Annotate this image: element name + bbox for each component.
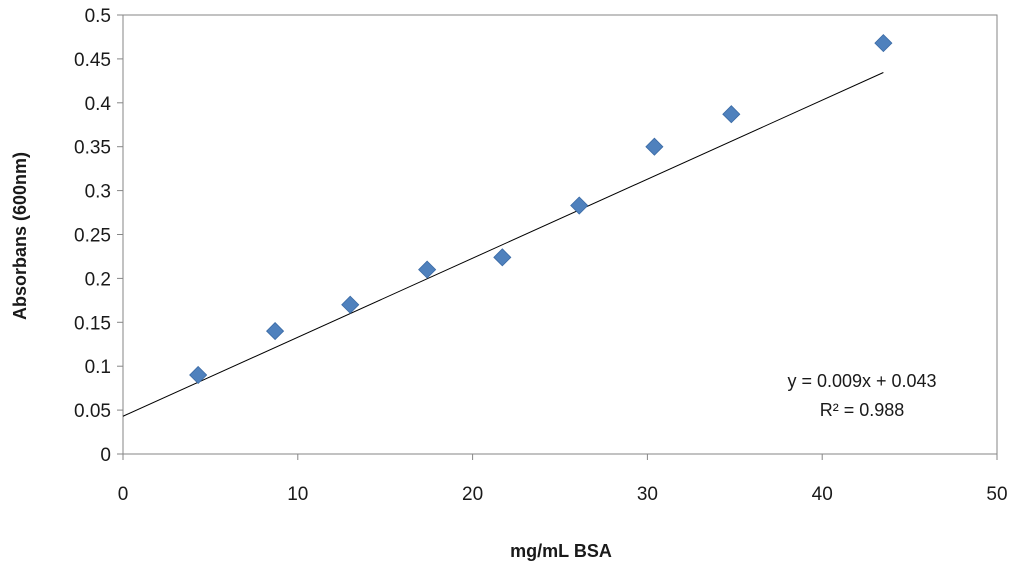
tick-labels-group: 0 0.05 0.1 0.15 0.2 0.25 0.3 0.35 0.4 0.45 0.5 0 10 2… [74,6,1008,505]
data-point-diamond [722,105,741,124]
x-tick-label: 10 [287,484,308,505]
y-tick-label: 0.45 [74,50,111,71]
data-point-diamond [266,322,285,341]
trendline-group [122,72,884,417]
linear-trendline [122,72,884,417]
y-tick-label: 0.15 [74,313,111,334]
y-tick-label: 0.3 [85,182,111,203]
x-tick-label: 0 [118,484,129,505]
axes-group [117,14,998,460]
trendline-equation: y = 0.009x + 0.043 [787,371,936,391]
data-point-diamond [645,137,664,156]
data-point-diamond [189,365,208,385]
data-points-group [189,34,893,385]
data-point-diamond [874,34,893,53]
data-point-diamond [493,248,512,267]
y-axis-title: Absorbans (600nm) [10,152,30,320]
y-tick-label: 0.4 [85,94,112,115]
y-tick-label: 0.5 [85,6,111,27]
x-tick-label: 40 [812,484,833,505]
x-axis-title: mg/mL BSA [510,541,612,561]
data-point-diamond [418,260,437,279]
x-tick-label: 50 [986,484,1007,505]
y-tick-label: 0.05 [74,401,111,422]
y-tick-label: 0.1 [85,357,111,378]
x-tick-label: 20 [462,484,483,505]
x-tick-label: 30 [637,484,658,505]
y-tick-label: 0 [100,445,111,466]
data-point-diamond [341,295,360,314]
y-tick-label: 0.35 [74,138,111,159]
y-tick-label: 0.25 [74,226,111,247]
y-tick-label: 0.2 [85,269,111,290]
trendline-r2: R² = 0.988 [820,400,905,420]
data-point-diamond [570,196,589,215]
